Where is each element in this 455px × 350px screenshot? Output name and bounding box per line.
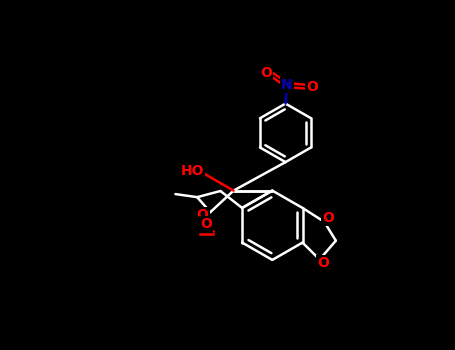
Text: O: O <box>306 80 318 94</box>
Text: O: O <box>260 66 272 80</box>
Text: O: O <box>318 256 329 270</box>
Text: N: N <box>281 78 293 92</box>
Text: O: O <box>201 217 212 231</box>
Text: O: O <box>322 211 334 225</box>
Text: HO: HO <box>181 164 204 178</box>
Text: O: O <box>197 208 208 222</box>
